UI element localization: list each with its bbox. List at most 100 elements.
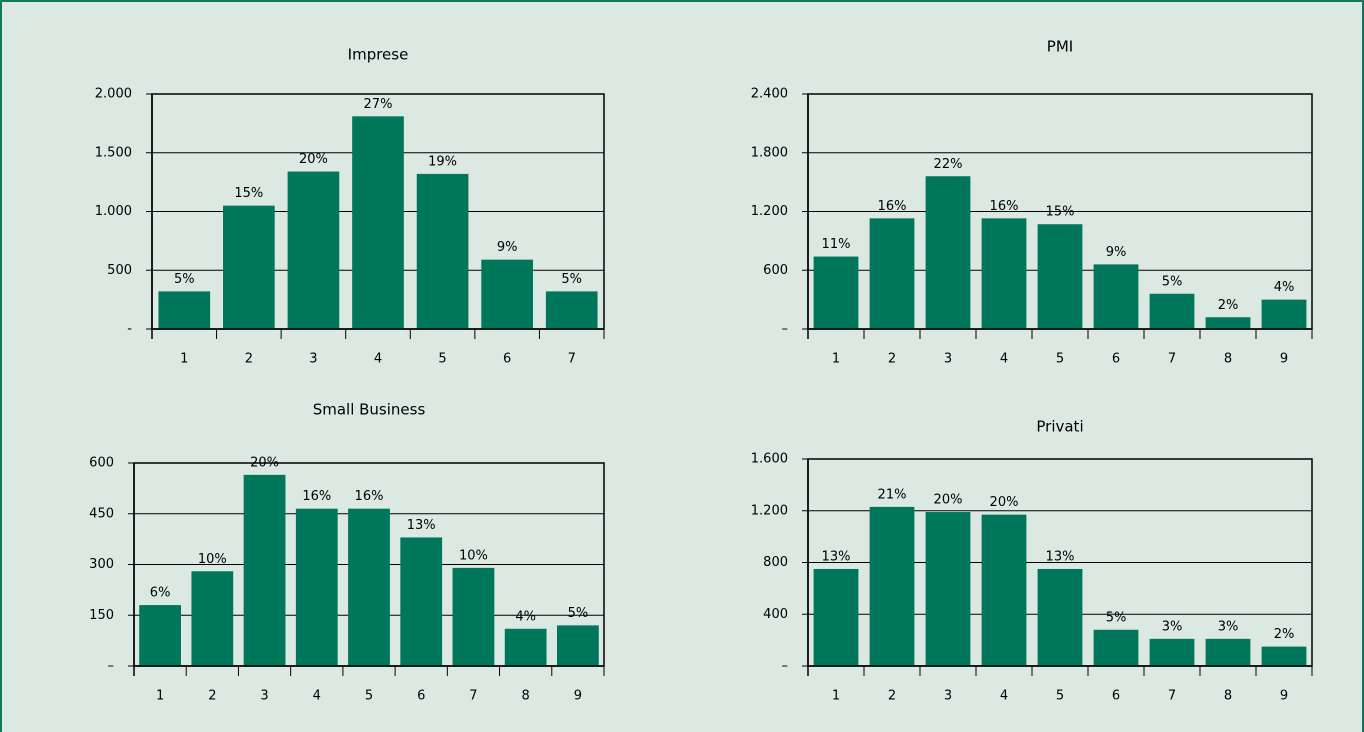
bar [545,291,598,329]
y-tick-label: 2.000 [95,87,132,102]
y-tick-label: 450 [89,506,114,521]
bar [481,259,533,329]
bar [243,474,286,666]
x-tick-label: 3 [944,689,952,704]
y-tick-label: 400 [763,607,788,622]
chart-title: Small Business [313,401,426,419]
bar [869,506,915,666]
data-label: 5% [174,272,195,287]
data-label: 4% [1274,280,1295,295]
data-label: 16% [302,489,331,504]
y-tick-label: 600 [763,263,788,278]
data-label: 6% [150,586,171,601]
bar [400,537,443,666]
bar [1093,264,1139,329]
x-tick-label: 7 [1168,352,1176,367]
y-tick-label: 600 [89,456,114,471]
x-tick-label: 1 [832,352,840,367]
data-label: 13% [822,549,851,564]
y-tick-label: 1.000 [95,204,132,219]
bar [1037,224,1083,329]
data-label: 3% [1218,619,1239,634]
data-label: 10% [198,552,227,567]
x-tick-label: 4 [374,352,382,367]
bar [504,628,547,666]
x-tick-label: 4 [1000,352,1008,367]
x-tick-label: 3 [944,352,952,367]
x-tick-label: 7 [1168,689,1176,704]
x-tick-label: 7 [568,352,576,367]
x-tick-label: 1 [832,689,840,704]
data-label: 20% [299,152,328,167]
bar [287,171,340,329]
x-tick-label: 2 [208,689,216,704]
bar [1037,568,1083,666]
bar [557,625,599,666]
bar [925,512,971,666]
bar [352,116,404,329]
x-tick-label: 4 [1000,689,1008,704]
data-label: 5% [1106,610,1127,625]
bar [348,508,390,666]
x-tick-label: 2 [888,352,896,367]
bar [981,514,1027,666]
data-label: 15% [1046,205,1075,220]
x-tick-label: 1 [156,689,164,704]
y-tick-label: 300 [89,557,114,572]
bar [223,205,275,329]
x-tick-label: 3 [260,689,268,704]
bar [925,176,971,329]
data-label: 3% [1162,619,1183,634]
bar [813,568,859,666]
bar [416,173,469,329]
x-tick-label: 6 [1112,352,1120,367]
data-label: 15% [234,186,263,201]
y-tick-label: 1.800 [751,145,788,160]
data-label: 5% [1162,274,1183,289]
x-tick-label: 5 [365,689,373,704]
data-label: 27% [364,97,393,112]
data-label: 20% [250,455,279,470]
x-tick-label: 9 [1280,352,1288,367]
y-tick-label: 1.600 [751,452,788,467]
bar [1149,638,1195,666]
y-tick-label: 500 [107,263,132,278]
chart-title: PMI [1047,38,1073,56]
bar [452,567,495,666]
x-tick-label: 6 [503,352,511,367]
bar [191,571,234,666]
y-tick-label: – [108,659,115,674]
y-tick-label: – [782,322,789,337]
data-label: 19% [428,154,457,169]
y-tick-label: 2.400 [751,87,788,102]
data-label: 13% [1046,549,1075,564]
data-label: 22% [934,157,963,172]
x-tick-label: 6 [1112,689,1120,704]
data-label: 21% [878,487,907,502]
x-tick-label: 5 [1056,689,1064,704]
data-label: 9% [1106,245,1127,260]
bar [1205,638,1251,666]
data-label: 16% [990,199,1019,214]
data-label: 10% [459,548,488,563]
x-tick-label: 1 [180,352,188,367]
x-tick-label: 2 [888,689,896,704]
data-label: 9% [497,240,518,255]
data-label: 20% [934,493,963,508]
bar [1261,646,1307,666]
data-label: 16% [355,489,384,504]
y-tick-label: - [127,322,132,337]
x-tick-label: 9 [574,689,582,704]
y-tick-label: 1.200 [751,503,788,518]
data-label: 5% [568,606,589,621]
x-tick-label: 8 [522,689,530,704]
chart-title: Imprese [348,46,409,64]
bar [869,218,915,329]
y-tick-label: 1.500 [95,145,132,160]
bar [1093,629,1139,666]
bar [295,508,338,666]
bar [158,291,211,329]
x-tick-label: 2 [245,352,253,367]
x-tick-label: 9 [1280,689,1288,704]
